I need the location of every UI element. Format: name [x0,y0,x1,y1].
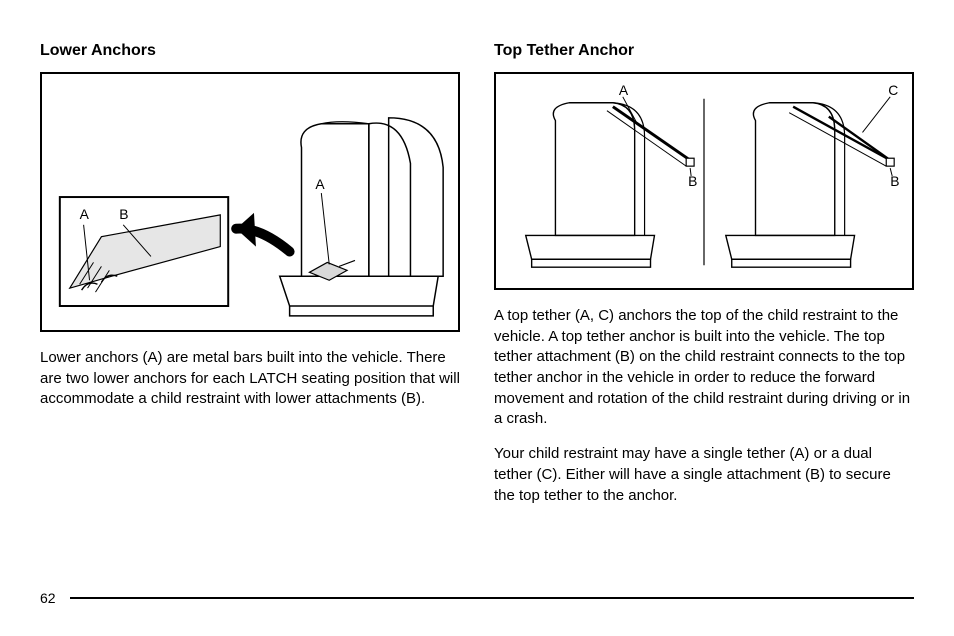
right-heading: Top Tether Anchor [494,42,914,60]
left-column: Lower Anchors A B [40,42,460,506]
page-footer: 62 [40,590,914,606]
lower-anchors-figure: A B A [40,72,460,332]
footer-rule [70,597,914,599]
label-c-right2: C [888,82,898,98]
lower-anchors-svg: A B A [42,74,458,330]
left-caption: Lower anchors (A) are metal bars built i… [40,348,460,410]
two-column-layout: Lower Anchors A B [40,42,914,506]
seat-dual-tether: C B [726,82,900,267]
label-a-inset: A [80,206,90,222]
label-a-right1: A [619,82,629,98]
label-b-right1: B [688,173,697,189]
page-number: 62 [40,590,56,606]
top-tether-figure: A B [494,72,914,290]
top-tether-svg: A B [496,74,912,288]
right-column: Top Tether Anchor [494,42,914,506]
label-b-inset: B [119,206,128,222]
right-caption-1: A top tether (A, C) anchors the top of t… [494,306,914,430]
label-a-seat: A [315,176,325,192]
left-heading: Lower Anchors [40,42,460,60]
right-caption-2: Your child restraint may have a single t… [494,444,914,506]
seat-single-tether: A B [526,82,698,267]
